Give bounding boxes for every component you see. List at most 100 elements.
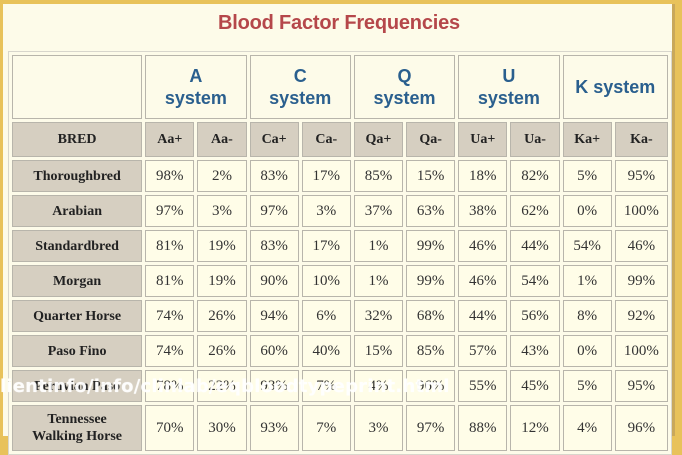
breed-name: Tennessee Walking Horse — [12, 405, 143, 451]
value-cell: 10% — [301, 265, 351, 297]
empty-corner-cell — [12, 55, 143, 119]
breed-name: Peruvian Paso — [12, 370, 143, 402]
value-cell: 37% — [353, 195, 404, 227]
column-header-ka-minus: Ka- — [614, 122, 668, 157]
value-cell: 7% — [301, 370, 351, 402]
value-cell: 44% — [510, 230, 560, 262]
system-word: system — [373, 88, 436, 108]
value-cell: 74% — [145, 335, 195, 367]
system-header-k: K system — [562, 55, 668, 119]
value-cell: 5% — [562, 370, 612, 402]
system-word: system — [269, 88, 332, 108]
column-header-qa-minus: Qa- — [406, 122, 456, 157]
column-header-aa-plus: Aa+ — [145, 122, 195, 157]
breed-name-line: Tennessee — [47, 412, 107, 427]
column-header-qa-plus: Qa+ — [353, 122, 404, 157]
value-cell: 74% — [145, 300, 195, 332]
value-cell: 3% — [301, 195, 351, 227]
table-row: Quarter Horse 74% 26% 94% 6% 32% 68% 44%… — [12, 300, 668, 332]
system-word: system — [477, 88, 540, 108]
system-header-u: U system — [458, 55, 560, 119]
table-row: Peruvian Paso 78% 22% 93% 7% 4% 96% 55% … — [12, 370, 668, 402]
value-cell: 68% — [406, 300, 456, 332]
value-cell: 4% — [353, 370, 404, 402]
system-header-row: A system C system Q system U system K sy… — [12, 55, 668, 119]
value-cell: 26% — [197, 300, 247, 332]
value-cell: 63% — [406, 195, 456, 227]
breed-name: Arabian — [12, 195, 143, 227]
value-cell: 57% — [458, 335, 508, 367]
value-cell: 82% — [510, 160, 560, 192]
value-cell: 19% — [197, 265, 247, 297]
value-cell: 18% — [458, 160, 508, 192]
value-cell: 99% — [614, 265, 668, 297]
value-cell: 55% — [458, 370, 508, 402]
value-cell: 98% — [145, 160, 195, 192]
system-letter: K system — [575, 77, 656, 97]
value-cell: 40% — [301, 335, 351, 367]
breed-name: Morgan — [12, 265, 143, 297]
system-header-c: C system — [249, 55, 351, 119]
value-cell: 97% — [249, 195, 299, 227]
value-cell: 30% — [197, 405, 247, 451]
value-cell: 96% — [614, 405, 668, 451]
value-cell: 6% — [301, 300, 351, 332]
system-letter: Q — [397, 66, 412, 86]
value-cell: 95% — [614, 160, 668, 192]
value-cell: 0% — [562, 335, 612, 367]
value-cell: 99% — [406, 230, 456, 262]
value-cell: 81% — [145, 230, 195, 262]
value-cell: 8% — [562, 300, 612, 332]
value-cell: 1% — [353, 265, 404, 297]
column-header-breed: BRED — [12, 122, 143, 157]
column-header-row: BRED Aa+ Aa- Ca+ Ca- Qa+ Qa- Ua+ Ua- Ka+… — [12, 122, 668, 157]
value-cell: 88% — [458, 405, 508, 451]
value-cell: 97% — [145, 195, 195, 227]
value-cell: 43% — [510, 335, 560, 367]
value-cell: 90% — [249, 265, 299, 297]
table-row: Standardbred 81% 19% 83% 17% 1% 99% 46% … — [12, 230, 668, 262]
value-cell: 85% — [406, 335, 456, 367]
value-cell: 60% — [249, 335, 299, 367]
value-cell: 45% — [510, 370, 560, 402]
breed-name-line: Walking Horse — [32, 429, 123, 444]
value-cell: 3% — [353, 405, 404, 451]
value-cell: 22% — [197, 370, 247, 402]
table-row: Paso Fino 74% 26% 60% 40% 15% 85% 57% 43… — [12, 335, 668, 367]
value-cell: 44% — [458, 300, 508, 332]
page-frame: Blood Factor Frequencies A system C syst… — [3, 4, 675, 455]
value-cell: 1% — [353, 230, 404, 262]
value-cell: 12% — [510, 405, 560, 451]
column-header-ua-plus: Ua+ — [458, 122, 508, 157]
value-cell: 100% — [614, 335, 668, 367]
breed-name: Paso Fino — [12, 335, 143, 367]
value-cell: 95% — [614, 370, 668, 402]
value-cell: 100% — [614, 195, 668, 227]
value-cell: 15% — [353, 335, 404, 367]
column-header-ua-minus: Ua- — [510, 122, 560, 157]
value-cell: 54% — [510, 265, 560, 297]
value-cell: 78% — [145, 370, 195, 402]
value-cell: 54% — [562, 230, 612, 262]
system-header-a: A system — [145, 55, 247, 119]
column-header-ka-plus: Ka+ — [562, 122, 612, 157]
value-cell: 92% — [614, 300, 668, 332]
system-letter: A — [189, 66, 203, 86]
value-cell: 46% — [614, 230, 668, 262]
column-header-ca-minus: Ca- — [301, 122, 351, 157]
value-cell: 4% — [562, 405, 612, 451]
value-cell: 93% — [249, 405, 299, 451]
system-word: system — [164, 88, 227, 108]
table-row: Arabian 97% 3% 97% 3% 37% 63% 38% 62% 0%… — [12, 195, 668, 227]
value-cell: 19% — [197, 230, 247, 262]
value-cell: 70% — [145, 405, 195, 451]
breed-name: Thoroughbred — [12, 160, 143, 192]
value-cell: 17% — [301, 160, 351, 192]
url-watermark: lientinfo/info/clinlab/eqbloodtypeprint.… — [0, 376, 450, 397]
value-cell: 3% — [197, 195, 247, 227]
system-letter: U — [502, 66, 516, 86]
value-cell: 1% — [562, 265, 612, 297]
value-cell: 85% — [353, 160, 404, 192]
value-cell: 38% — [458, 195, 508, 227]
breed-name: Standardbred — [12, 230, 143, 262]
